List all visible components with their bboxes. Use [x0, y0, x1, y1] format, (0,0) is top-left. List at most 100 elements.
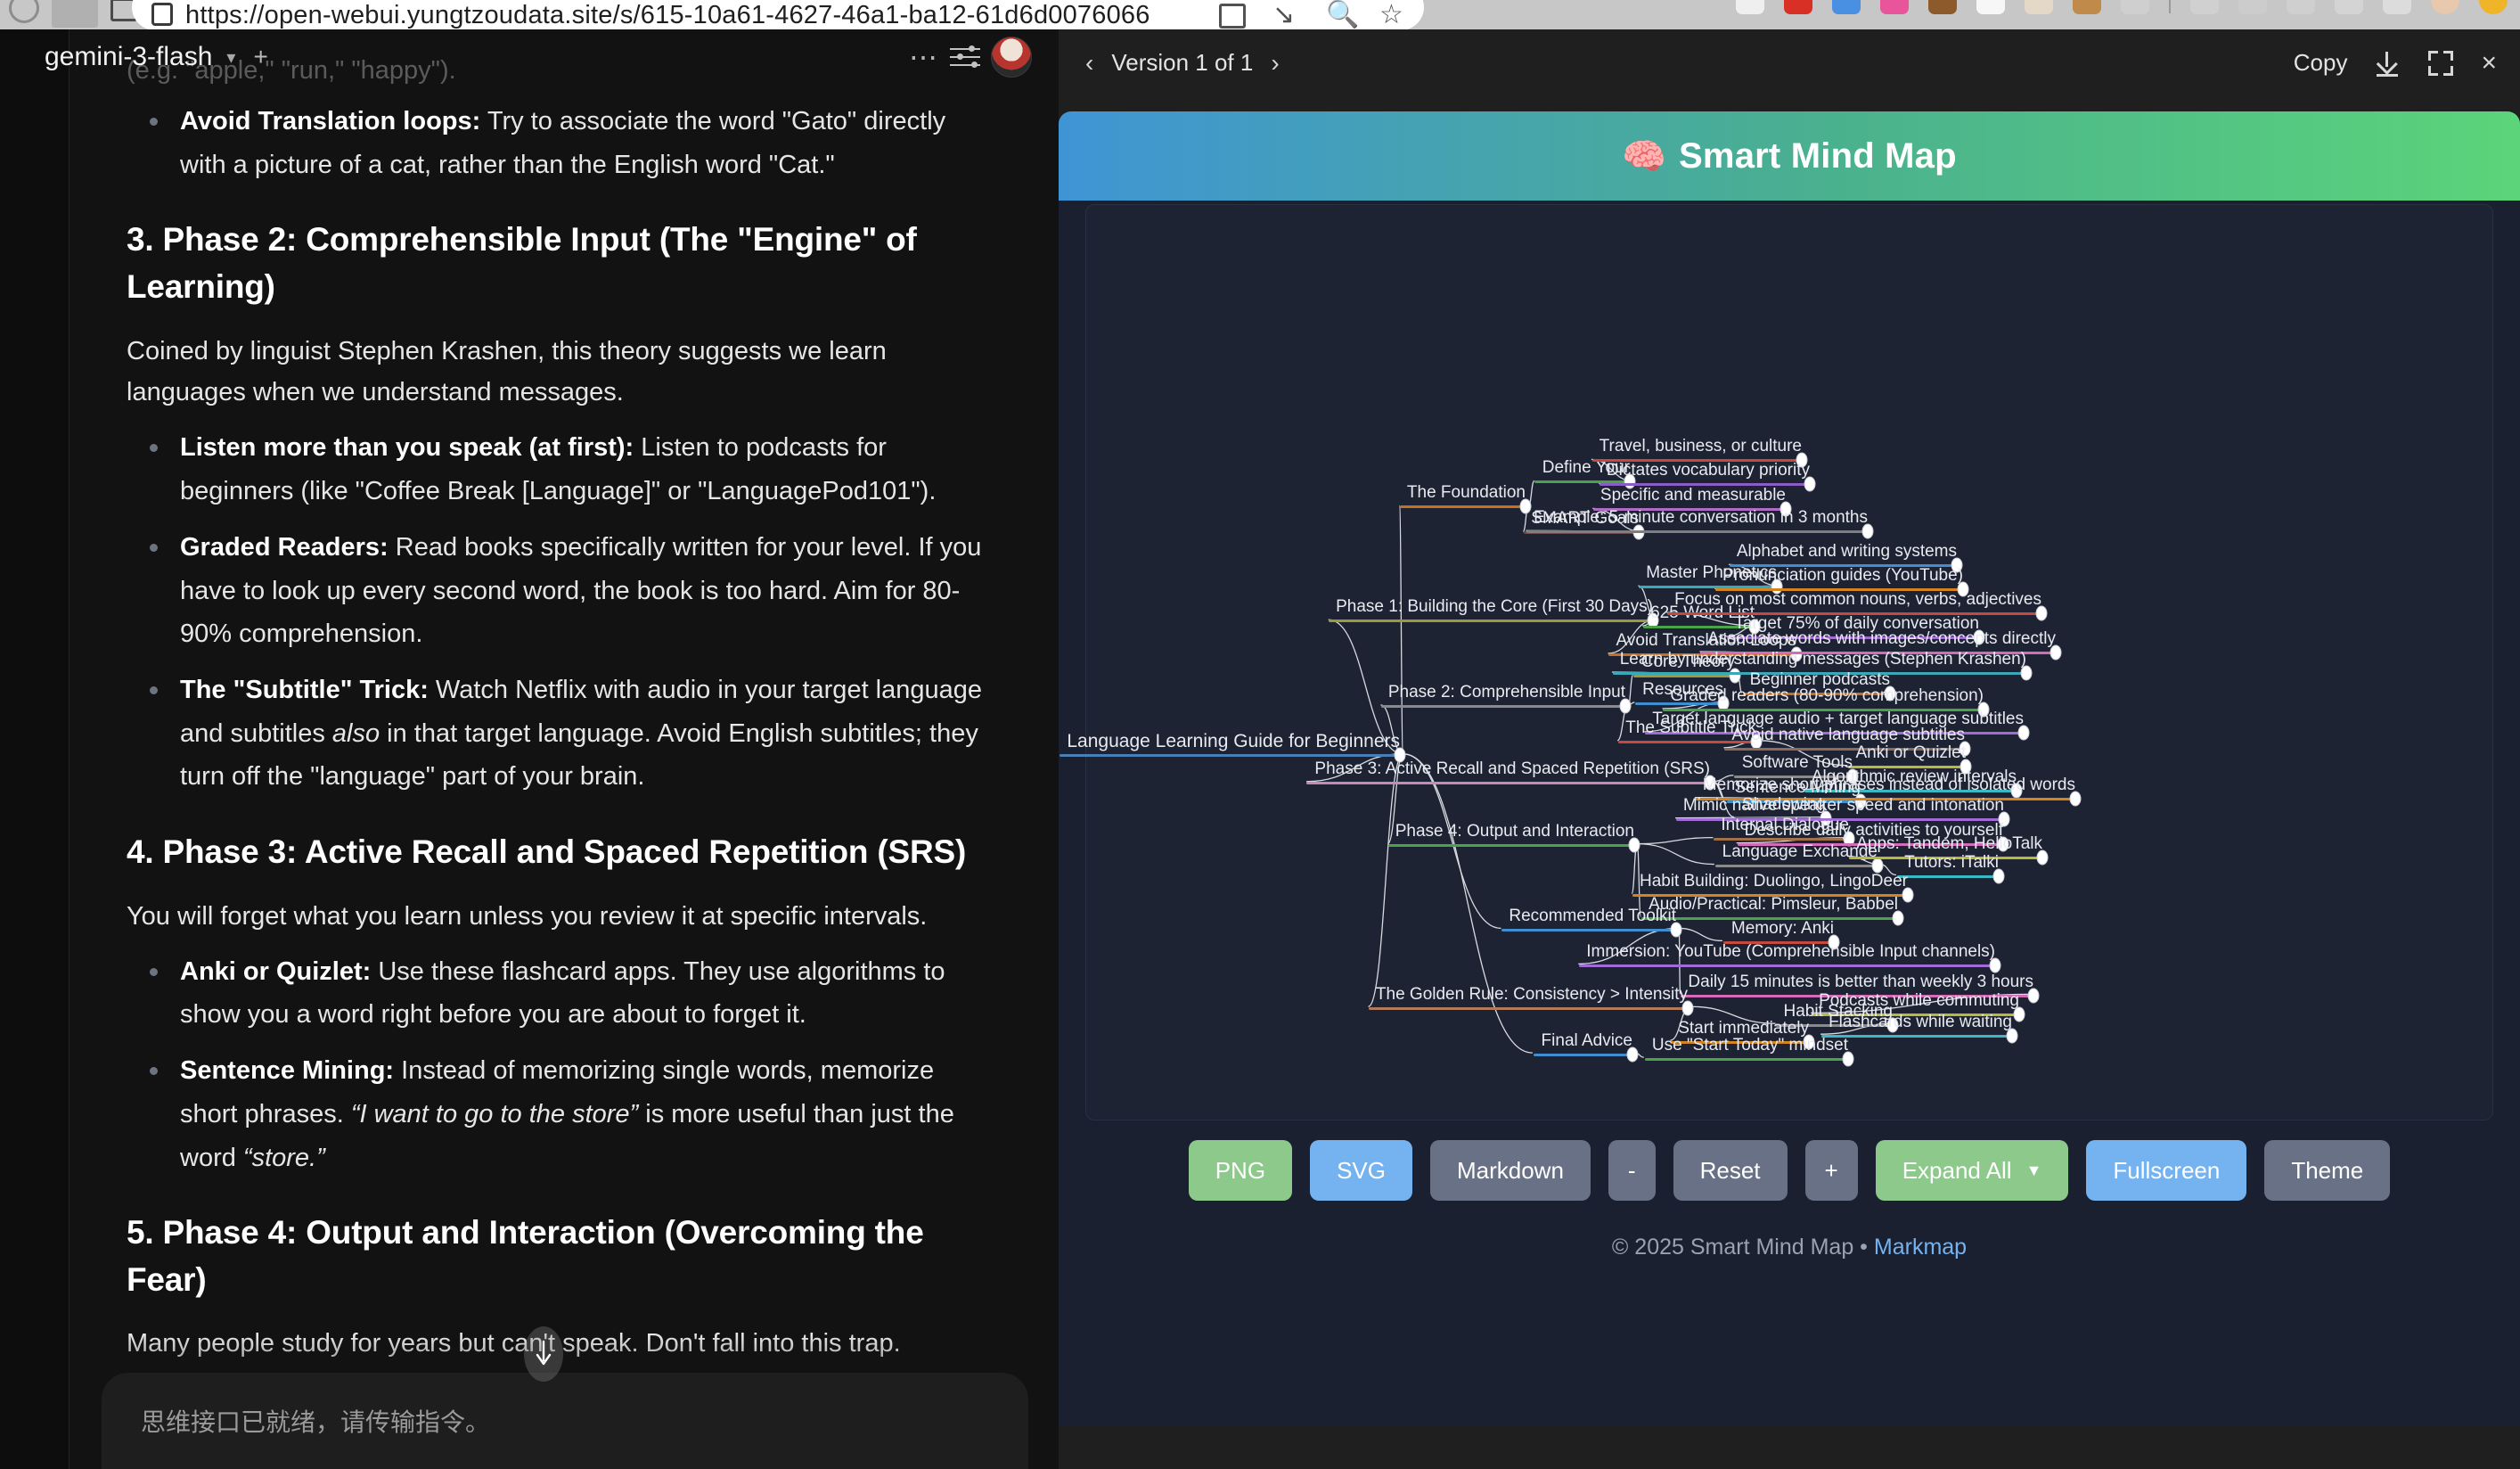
- mindmap-node-label[interactable]: Avoid Translation Loops: [1616, 631, 1796, 650]
- mindmap-node-label[interactable]: Resources: [1642, 680, 1723, 699]
- mindmap-node-label[interactable]: Alphabet and writing systems: [1736, 542, 1957, 561]
- mindmap-node-label[interactable]: Internal Dialogue: [1721, 816, 1849, 834]
- chat-input-placeholder[interactable]: 思维接口已就绪，请传输指令。: [141, 1408, 491, 1436]
- mindmap-node-label[interactable]: Memorize short phrases instead of isolat…: [1702, 776, 2075, 794]
- mindmap-node-label[interactable]: Habit Building: Duolingo, LingoDeer: [1639, 872, 1908, 890]
- fullscreen-icon[interactable]: [2427, 50, 2454, 77]
- mindmap-node-label[interactable]: Flashcards while waiting: [1829, 1013, 2012, 1031]
- extension-icon-5[interactable]: [1928, 0, 1957, 14]
- mindmap-node-handle[interactable]: [1626, 1046, 1639, 1063]
- mindmap-node-handle[interactable]: [2013, 1006, 2025, 1022]
- mindmap-node-label[interactable]: Apps: Tandem, HelloTalk: [1856, 834, 2042, 853]
- mindmap-node-handle[interactable]: [1884, 685, 1896, 702]
- extension-icon-8[interactable]: [2073, 0, 2101, 14]
- mindmap-node-label[interactable]: Language Exchange: [1722, 842, 1878, 861]
- mindmap-node-label[interactable]: Specific and measurable: [1600, 486, 1786, 505]
- page-info-icon[interactable]: [151, 3, 173, 26]
- extension-icon-14[interactable]: [2383, 0, 2411, 14]
- expand-all-dropdown[interactable]: Expand All ▼: [1875, 1140, 2069, 1201]
- mindmap-node-handle[interactable]: [1670, 922, 1682, 938]
- mindmap-node-handle[interactable]: [1628, 837, 1640, 853]
- mindmap-node-label[interactable]: Sentence Mining: [1734, 778, 1861, 797]
- mindmap-node-label[interactable]: Phase 2: Comprehensible Input: [1387, 683, 1625, 702]
- share-icon[interactable]: ↘: [1272, 0, 1296, 29]
- mindmap-node-label[interactable]: Shadowing: [1741, 795, 1826, 814]
- mindmap-node-handle[interactable]: [1842, 1051, 1854, 1067]
- mindmap-node-handle[interactable]: [1871, 858, 1884, 874]
- extension-icon-1[interactable]: [1736, 0, 1764, 14]
- mindmap-node-handle[interactable]: [2050, 644, 2062, 661]
- mindmap-node-handle[interactable]: [1951, 557, 1963, 573]
- mindmap-node-label[interactable]: Target 75% of daily conversation: [1734, 614, 1979, 633]
- address-bar[interactable]: https://open-webui.yungtzoudata.site/s/6…: [132, 0, 1424, 30]
- chevron-down-icon[interactable]: ▾: [226, 47, 236, 68]
- mindmap-node-label[interactable]: Immersion: YouTube (Comprehensible Input…: [1586, 942, 1995, 961]
- mindmap-node-label[interactable]: Memory: Anki: [1730, 919, 1834, 938]
- mindmap-node-label[interactable]: Learn by understanding messages (Stephen…: [1619, 650, 2026, 669]
- mindmap-node-handle[interactable]: [1959, 741, 1971, 757]
- mindmap-node-handle[interactable]: [1619, 698, 1632, 714]
- markmap-link[interactable]: Markmap: [1873, 1235, 1968, 1260]
- mindmap-node-label[interactable]: Daily 15 minutes is better than weekly 3…: [1688, 972, 2033, 991]
- reload-icon[interactable]: [9, 0, 39, 23]
- mindmap-node-handle[interactable]: [2035, 605, 2048, 621]
- chevron-right-icon[interactable]: ›: [1271, 48, 1280, 77]
- mindmap-node-label[interactable]: Avoid native language subtitles: [1731, 726, 1965, 744]
- mindmap-node-label[interactable]: Graded readers (80-90% comprehension): [1670, 686, 1984, 705]
- mindmap-node-label[interactable]: Phase 1: Building the Core (First 30 Day…: [1336, 597, 1653, 616]
- close-icon[interactable]: ×: [2481, 47, 2497, 78]
- extension-icon-10[interactable]: [2190, 0, 2219, 14]
- fullscreen-button[interactable]: Fullscreen: [2086, 1140, 2247, 1201]
- chevron-left-icon[interactable]: ‹: [1085, 48, 1094, 77]
- mindmap-node-label[interactable]: Focus on most common nouns, verbs, adjec…: [1674, 590, 2041, 609]
- mindmap-node-handle[interactable]: [2017, 725, 2030, 741]
- copy-button[interactable]: Copy: [2293, 49, 2348, 76]
- mindmap-node-label[interactable]: The Subtitle Trick: [1625, 718, 1756, 737]
- reset-view-button[interactable]: Reset: [1673, 1140, 1788, 1201]
- mindmap-node-label[interactable]: Recommended Toolkit: [1509, 907, 1676, 925]
- tab-chip[interactable]: [52, 0, 98, 28]
- mindmap-node-handle[interactable]: [1796, 452, 1808, 468]
- mindmap-node-label[interactable]: Algorithmic review intervals: [1811, 767, 2017, 786]
- more-options-icon[interactable]: ⋯: [909, 41, 939, 73]
- chat-composer[interactable]: 思维接口已就绪，请传输指令。: [102, 1373, 1028, 1469]
- mindmap-node-label[interactable]: Dictates vocabulary priority: [1606, 461, 1810, 480]
- mindmap-node-label[interactable]: SMART Goals: [1531, 509, 1639, 528]
- mindmap-node-label[interactable]: Use "Start Today" mindset: [1651, 1036, 1848, 1055]
- export-markdown-button[interactable]: Markdown: [1429, 1140, 1591, 1201]
- mindmap-node-handle[interactable]: [1886, 1017, 1899, 1033]
- mindmap-canvas[interactable]: Language Learning Guide for Beginners The…: [1060, 204, 2493, 1120]
- mindmap-node-label[interactable]: Phase 4: Output and Interaction: [1395, 822, 1634, 841]
- mindmap-node-label[interactable]: The Golden Rule: Consistency > Intensity: [1375, 985, 1688, 1004]
- mindmap-node-handle[interactable]: [2069, 791, 2082, 807]
- settings-sliders-icon[interactable]: [950, 44, 980, 70]
- extension-icon-3[interactable]: [1832, 0, 1861, 14]
- zoom-out-button[interactable]: -: [1608, 1140, 1656, 1201]
- mindmap-node-handle[interactable]: [1992, 868, 2005, 884]
- extension-icon-9[interactable]: [2121, 0, 2149, 14]
- extension-icon-15[interactable]: [2479, 0, 2508, 14]
- mindmap-node-label[interactable]: Anki or Quizlet: [1855, 743, 1966, 762]
- mindmap-node-handle[interactable]: [1519, 498, 1532, 514]
- mindmap-node-label[interactable]: Final Advice: [1541, 1031, 1632, 1050]
- mindmap-node-handle[interactable]: [1681, 1000, 1694, 1016]
- mindmap-node-handle[interactable]: [1957, 581, 1969, 597]
- mindmap-node-handle[interactable]: [2020, 665, 2033, 681]
- mindmap-node-label[interactable]: The Foundation: [1406, 483, 1526, 502]
- extension-icon-11[interactable]: [2238, 0, 2267, 14]
- export-svg-button[interactable]: SVG: [1310, 1140, 1412, 1201]
- export-png-button[interactable]: PNG: [1188, 1140, 1293, 1201]
- mindmap-node-handle[interactable]: [1790, 646, 1803, 662]
- search-icon[interactable]: 🔍: [1326, 0, 1360, 29]
- mindmap-node-label[interactable]: Tutors: iTalki: [1904, 853, 1999, 872]
- mindmap-node-label[interactable]: Start immediately: [1678, 1019, 1809, 1038]
- mindmap-node-label[interactable]: Travel, business, or culture: [1599, 437, 1802, 455]
- extension-icon-2[interactable]: [1784, 0, 1812, 14]
- mindmap-node-handle[interactable]: [1729, 668, 1741, 684]
- mindmap-node-handle[interactable]: [1780, 501, 1792, 517]
- theme-button[interactable]: Theme: [2264, 1140, 2391, 1201]
- mindmap-node-handle[interactable]: [1977, 702, 1990, 718]
- model-selector-label[interactable]: gemini-3-flash: [45, 42, 213, 71]
- mindmap-node-handle[interactable]: [1828, 934, 1840, 950]
- mindmap-node-handle[interactable]: [1803, 1034, 1815, 1050]
